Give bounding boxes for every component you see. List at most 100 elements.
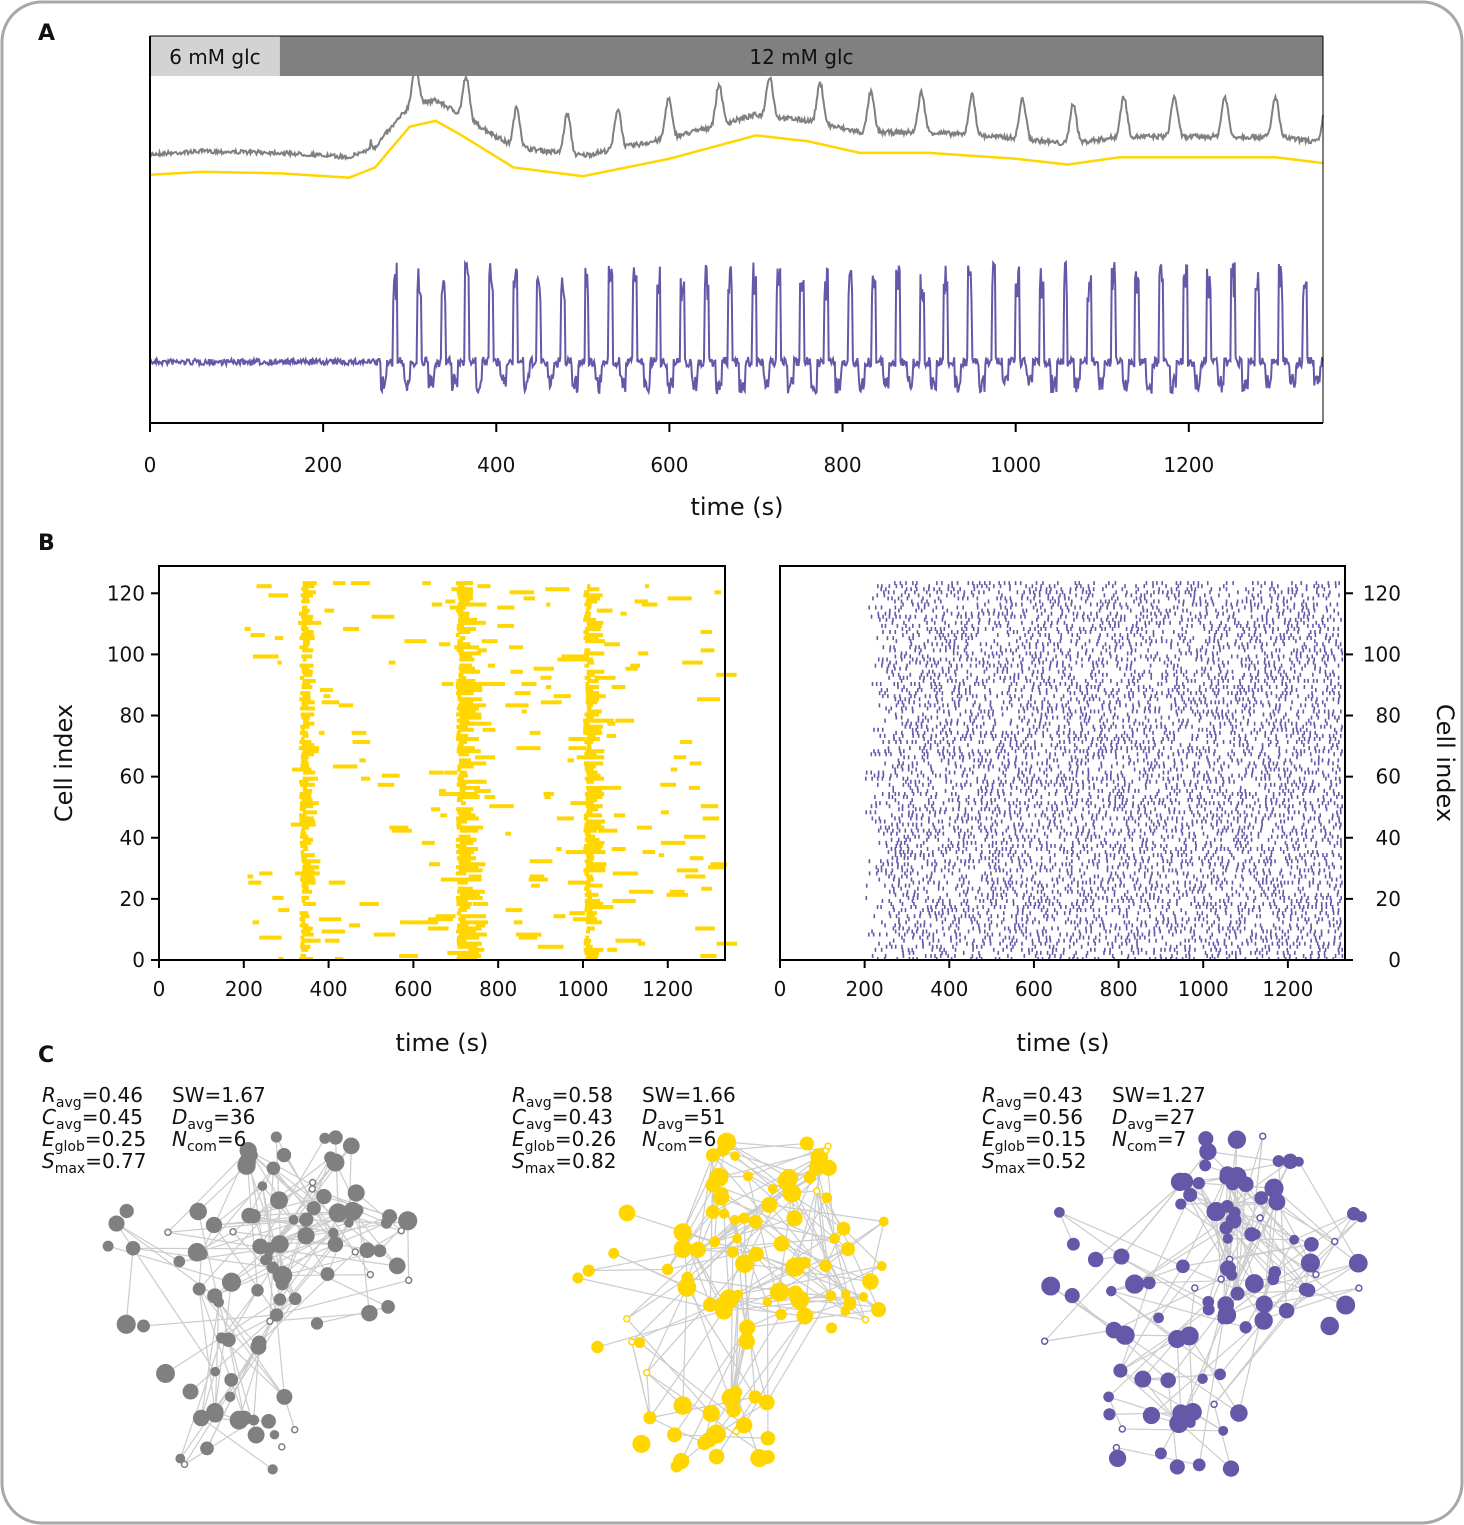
raster-event	[1115, 733, 1118, 738]
raster-event	[1038, 920, 1040, 925]
raster-event	[1148, 727, 1151, 732]
x-tick-label: 600	[394, 977, 432, 1001]
raster-event	[1301, 914, 1303, 919]
raster-event	[1092, 736, 1094, 741]
raster-event	[1259, 923, 1262, 928]
raster-event	[588, 856, 595, 861]
raster-event	[586, 743, 592, 748]
raster-event	[967, 905, 970, 910]
raster-event	[931, 944, 934, 949]
raster-event	[881, 727, 884, 732]
raster-event	[907, 764, 910, 769]
raster-event	[477, 648, 487, 653]
raster-event	[1304, 801, 1307, 806]
raster-event	[921, 749, 924, 754]
raster-event	[1080, 709, 1082, 714]
raster-event	[1194, 834, 1197, 839]
raster-event	[943, 810, 946, 815]
raster-event	[300, 828, 305, 833]
raster-event	[1284, 840, 1287, 845]
raster-event	[978, 926, 981, 931]
raster-event	[1167, 755, 1170, 760]
raster-event	[332, 581, 346, 586]
raster-event	[1279, 846, 1282, 851]
raster-event	[1274, 926, 1277, 931]
raster-event	[1160, 715, 1163, 720]
raster-event	[1158, 798, 1161, 803]
raster-event	[939, 895, 941, 900]
raster-event	[423, 920, 439, 925]
raster-event	[1117, 874, 1119, 879]
raster-event	[923, 923, 926, 928]
raster-event	[1297, 709, 1300, 714]
raster-event	[938, 828, 941, 833]
raster-event	[1157, 788, 1160, 793]
raster-event	[1003, 813, 1006, 818]
raster-event	[939, 773, 942, 778]
raster-event	[998, 807, 1000, 812]
raster-event	[584, 663, 590, 668]
raster-event	[300, 626, 309, 631]
raster-event	[1120, 895, 1123, 900]
raster-event	[1094, 804, 1097, 809]
raster-event	[1056, 758, 1059, 763]
raster-event	[1080, 758, 1083, 763]
x-tick-label: 0	[153, 977, 166, 1001]
raster-event	[1104, 770, 1107, 775]
raster-event	[1130, 810, 1132, 815]
raster-event	[1318, 816, 1320, 821]
raster-event	[1163, 764, 1165, 769]
raster-event	[871, 929, 873, 934]
raster-event	[978, 953, 981, 958]
raster-event	[458, 752, 469, 757]
raster-event	[1273, 782, 1276, 787]
raster-event	[1208, 865, 1211, 870]
raster-event	[1090, 834, 1093, 839]
raster-event	[1084, 706, 1086, 711]
raster-event	[1254, 736, 1257, 741]
raster-event	[878, 703, 881, 708]
raster-event	[1198, 798, 1201, 803]
raster-event	[1128, 938, 1131, 943]
raster-event	[1284, 770, 1286, 775]
raster-event	[913, 755, 916, 760]
raster-event	[1079, 688, 1082, 693]
raster-event	[1312, 709, 1315, 714]
raster-event	[901, 947, 904, 952]
raster-event	[958, 703, 960, 708]
raster-event	[873, 727, 875, 732]
raster-event	[1153, 947, 1155, 952]
raster-event	[1309, 785, 1312, 790]
raster-event	[1305, 920, 1308, 925]
raster-event	[1202, 709, 1205, 714]
raster-event	[1099, 718, 1101, 723]
raster-event	[1208, 746, 1210, 751]
raster-event	[629, 889, 654, 894]
raster-event	[1152, 853, 1155, 858]
raster-event	[1148, 938, 1151, 943]
raster-event	[945, 767, 947, 772]
raster-event	[1058, 733, 1060, 738]
raster-event	[903, 938, 905, 943]
raster-event	[884, 825, 887, 830]
raster-event	[1241, 868, 1244, 873]
raster-event	[1081, 798, 1084, 803]
raster-event	[1193, 770, 1196, 775]
raster-event	[1156, 791, 1159, 796]
raster-event	[908, 697, 911, 702]
raster-event	[1242, 862, 1245, 867]
raster-event	[1211, 816, 1214, 821]
raster-event	[531, 883, 540, 888]
raster-event	[585, 685, 600, 690]
raster-event	[900, 908, 903, 913]
raster-event	[881, 776, 884, 781]
raster-event	[1317, 761, 1320, 766]
raster-event	[1184, 944, 1186, 949]
raster-event	[1145, 889, 1148, 894]
x-tick-label-a-1000: 1000	[990, 453, 1041, 477]
raster-event	[913, 901, 915, 906]
raster-event	[1145, 752, 1148, 757]
raster-event	[1239, 785, 1242, 790]
raster-event	[459, 785, 481, 790]
raster-event	[1152, 746, 1155, 751]
